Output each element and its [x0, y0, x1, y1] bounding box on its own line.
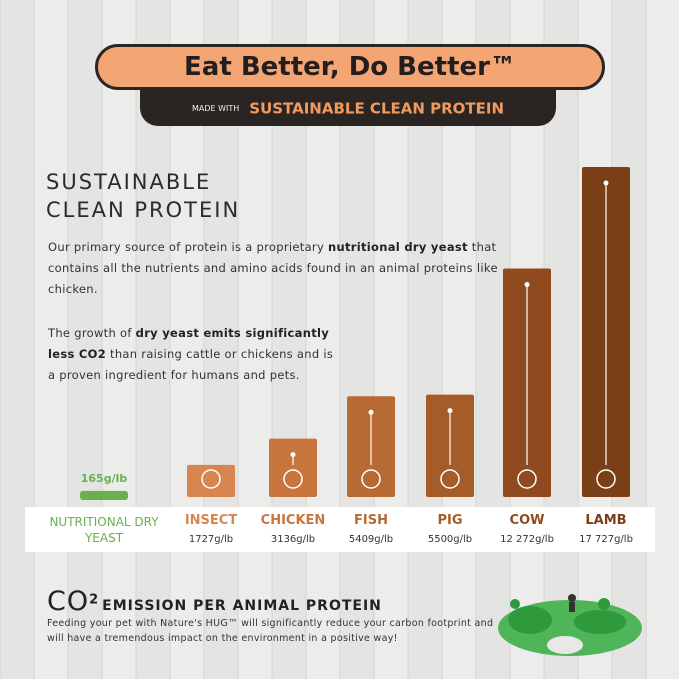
co: CO [47, 586, 90, 617]
heading-line: CLEAN PROTEIN [46, 198, 241, 222]
category-label: FISH [354, 513, 388, 528]
header-subtitle: SUSTAINABLE CLEAN PROTEIN [249, 99, 505, 118]
heading: SUSTAINABLE CLEAN PROTEIN [46, 168, 240, 224]
paragraph: The growth of dry yeast emits significan… [48, 323, 338, 386]
animal-icon [440, 469, 460, 489]
paragraph: Our primary source of protein is a propr… [48, 237, 503, 300]
category-label: INSECT [184, 513, 238, 528]
value-label: 3136g/lb [270, 534, 316, 545]
globe-illustration [498, 594, 642, 656]
category-label: PIG [437, 513, 463, 528]
animal-icon [201, 469, 221, 489]
value-label: 17 727g/lb [579, 534, 633, 545]
bar [187, 464, 235, 497]
bar-dot [290, 452, 296, 458]
text: than raising cattle or chickens and is a… [48, 347, 334, 382]
header-subtitle-box: MADE WITH SUSTAINABLE CLEAN PROTEIN [140, 90, 556, 126]
bold-text: dry yeast emits significantly less CO2 [48, 326, 330, 361]
value-label: 1727g/lb [188, 534, 234, 545]
bar-dot [368, 409, 374, 415]
category-label: NUTRITIONAL DRY YEAST [49, 515, 159, 545]
header-title: Eat Better, Do Better™ [95, 44, 605, 90]
plank [102, 0, 136, 679]
plank [0, 0, 34, 679]
chart: 165g/lb [80, 167, 630, 500]
animal-icon [517, 469, 537, 489]
value-label: 12 272g/lb [500, 534, 554, 545]
superscript: 2 [89, 592, 99, 608]
text: Our primary source of protein is a propr… [48, 240, 329, 254]
heading-line: SUSTAINABLE [46, 170, 212, 194]
label-band: NUTRITIONAL DRY YEAST INSECT 1727g/lb CHICK… [25, 507, 655, 552]
plank [68, 0, 102, 679]
bar-dot [447, 408, 453, 414]
value-label: 5409g/lb [348, 534, 394, 545]
made-with: MADE WITH [191, 103, 240, 113]
plank [34, 0, 68, 679]
category-label: LAMB [585, 513, 627, 528]
category-label: COW [509, 513, 545, 528]
bar-dot [524, 282, 530, 288]
footer-body: Feeding your pet with Nature's HUG™ will… [47, 618, 494, 644]
plank [646, 0, 679, 679]
text: The growth of [48, 326, 136, 340]
footer-title-text: EMISSION PER ANIMAL PROTEIN [102, 598, 382, 614]
bar [269, 438, 317, 497]
footer-title: CO2 EMISSION PER ANIMAL PROTEIN [47, 586, 382, 617]
value-label: 165g/lb [81, 472, 128, 485]
value-label: 5500g/lb [427, 534, 473, 545]
text: that contains all the nutrients and amin… [48, 240, 498, 296]
bar-dot [603, 180, 609, 186]
bold-text: nutritional dry yeast [328, 240, 468, 254]
animal-icon [596, 469, 616, 489]
bar [80, 490, 128, 500]
category-label: CHICKEN [260, 513, 326, 528]
animal-icon [283, 469, 303, 489]
animal-icon [361, 469, 381, 489]
